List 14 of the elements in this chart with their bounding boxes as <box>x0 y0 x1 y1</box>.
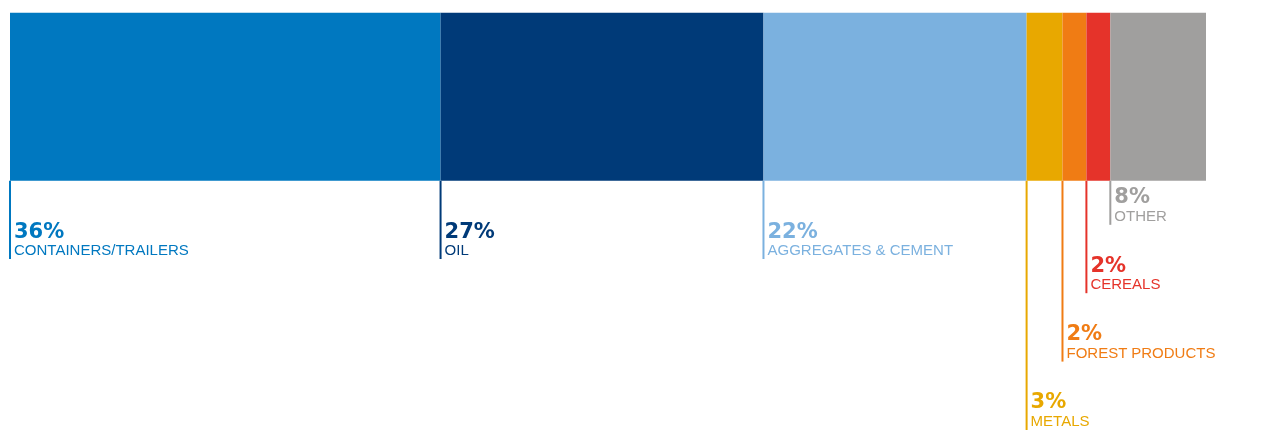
text: CONTAINERS/TRAILERS <box>14 241 189 259</box>
data-label: 22% <box>767 218 818 243</box>
text: OIL <box>444 241 469 259</box>
text: AGGREGATES & CEMENT <box>767 241 954 259</box>
data-label: 27% <box>444 218 495 243</box>
data-label: 3% <box>1030 389 1067 414</box>
series-label: OTHER <box>1114 206 1167 224</box>
data-label: 36% <box>14 218 65 243</box>
data-label: 2% <box>1090 252 1127 277</box>
text: CEREALS <box>1090 275 1161 293</box>
data-label: 2% <box>1066 321 1103 346</box>
data-label: 8% <box>1114 184 1150 209</box>
text: METALS <box>1030 412 1090 430</box>
text: FOREST PRODUCTS <box>1066 343 1216 361</box>
